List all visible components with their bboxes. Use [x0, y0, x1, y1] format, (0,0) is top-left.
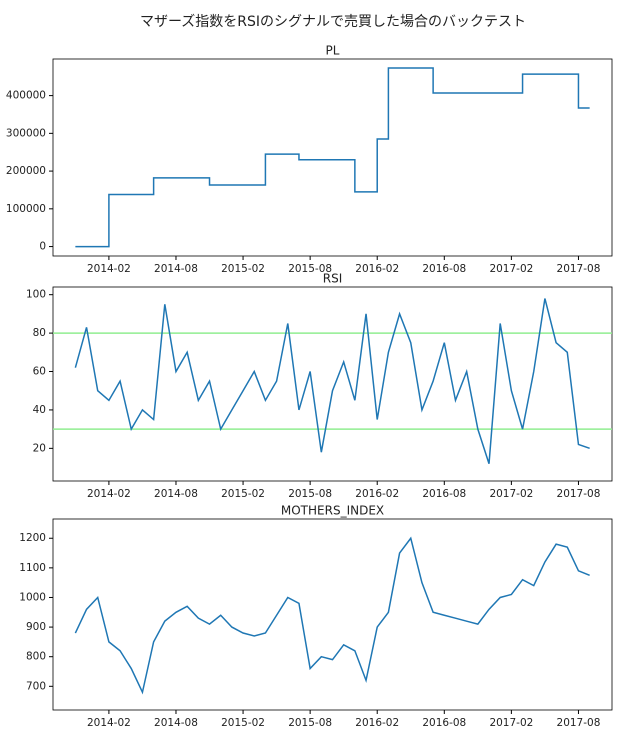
y-tick-label: 80: [33, 327, 46, 339]
y-tick-label: 1000: [19, 591, 46, 603]
plot-frame: [52, 518, 613, 711]
figure-title: マザーズ指数をRSIのシグナルで売買した場合のバックテスト: [140, 14, 526, 30]
x-tick-label: 2015-02: [221, 263, 265, 275]
x-tick-label: 2017-02: [489, 263, 533, 275]
data-line: [74, 298, 590, 464]
y-tick-label: 20: [33, 442, 46, 454]
x-tick-label: 2014-08: [154, 488, 198, 500]
x-tick-label: 2016-02: [355, 717, 399, 729]
x-tick-label: 2016-02: [355, 488, 399, 500]
x-tick-label: 2014-08: [154, 263, 198, 275]
y-tick-label: 100: [26, 289, 46, 301]
x-tick-label: 2014-02: [87, 263, 131, 275]
y-tick-label: 60: [33, 366, 46, 378]
y-tick-label: 300000: [6, 127, 46, 139]
y-tick-label: 100000: [6, 203, 46, 215]
chart-title: PL: [326, 44, 340, 58]
plot-frame: [52, 58, 613, 257]
x-tick-label: 2015-08: [288, 717, 332, 729]
y-tick-label: 0: [39, 241, 46, 253]
x-tick-label: 2016-08: [422, 717, 466, 729]
x-tick-label: 2015-02: [221, 717, 265, 729]
chart-title: MOTHERS_INDEX: [281, 504, 384, 518]
x-tick-label: 2014-08: [154, 717, 198, 729]
y-tick-label: 1100: [19, 562, 46, 574]
x-tick-label: 2017-02: [489, 717, 533, 729]
data-line: [74, 536, 590, 695]
x-tick-label: 2016-08: [422, 263, 466, 275]
y-tick-label: 40: [33, 404, 46, 416]
x-tick-label: 2017-08: [557, 488, 601, 500]
x-tick-label: 2016-02: [355, 263, 399, 275]
chart-title: RSI: [323, 272, 343, 286]
y-tick-label: 700: [26, 680, 46, 692]
y-tick-label: 400000: [6, 90, 46, 102]
x-tick-label: 2017-08: [557, 263, 601, 275]
x-tick-label: 2015-08: [288, 488, 332, 500]
x-tick-label: 2014-02: [87, 488, 131, 500]
plot-frame: [52, 286, 613, 482]
y-tick-label: 900: [26, 621, 46, 633]
y-tick-label: 1200: [19, 532, 46, 544]
x-tick-label: 2017-08: [557, 717, 601, 729]
x-tick-label: 2016-08: [422, 488, 466, 500]
x-tick-label: 2017-02: [489, 488, 533, 500]
x-tick-label: 2015-08: [288, 263, 332, 275]
y-tick-label: 200000: [6, 165, 46, 177]
y-tick-label: 800: [26, 651, 46, 663]
data-line: [75, 67, 590, 248]
x-tick-label: 2015-02: [221, 488, 265, 500]
x-tick-label: 2014-02: [87, 717, 131, 729]
